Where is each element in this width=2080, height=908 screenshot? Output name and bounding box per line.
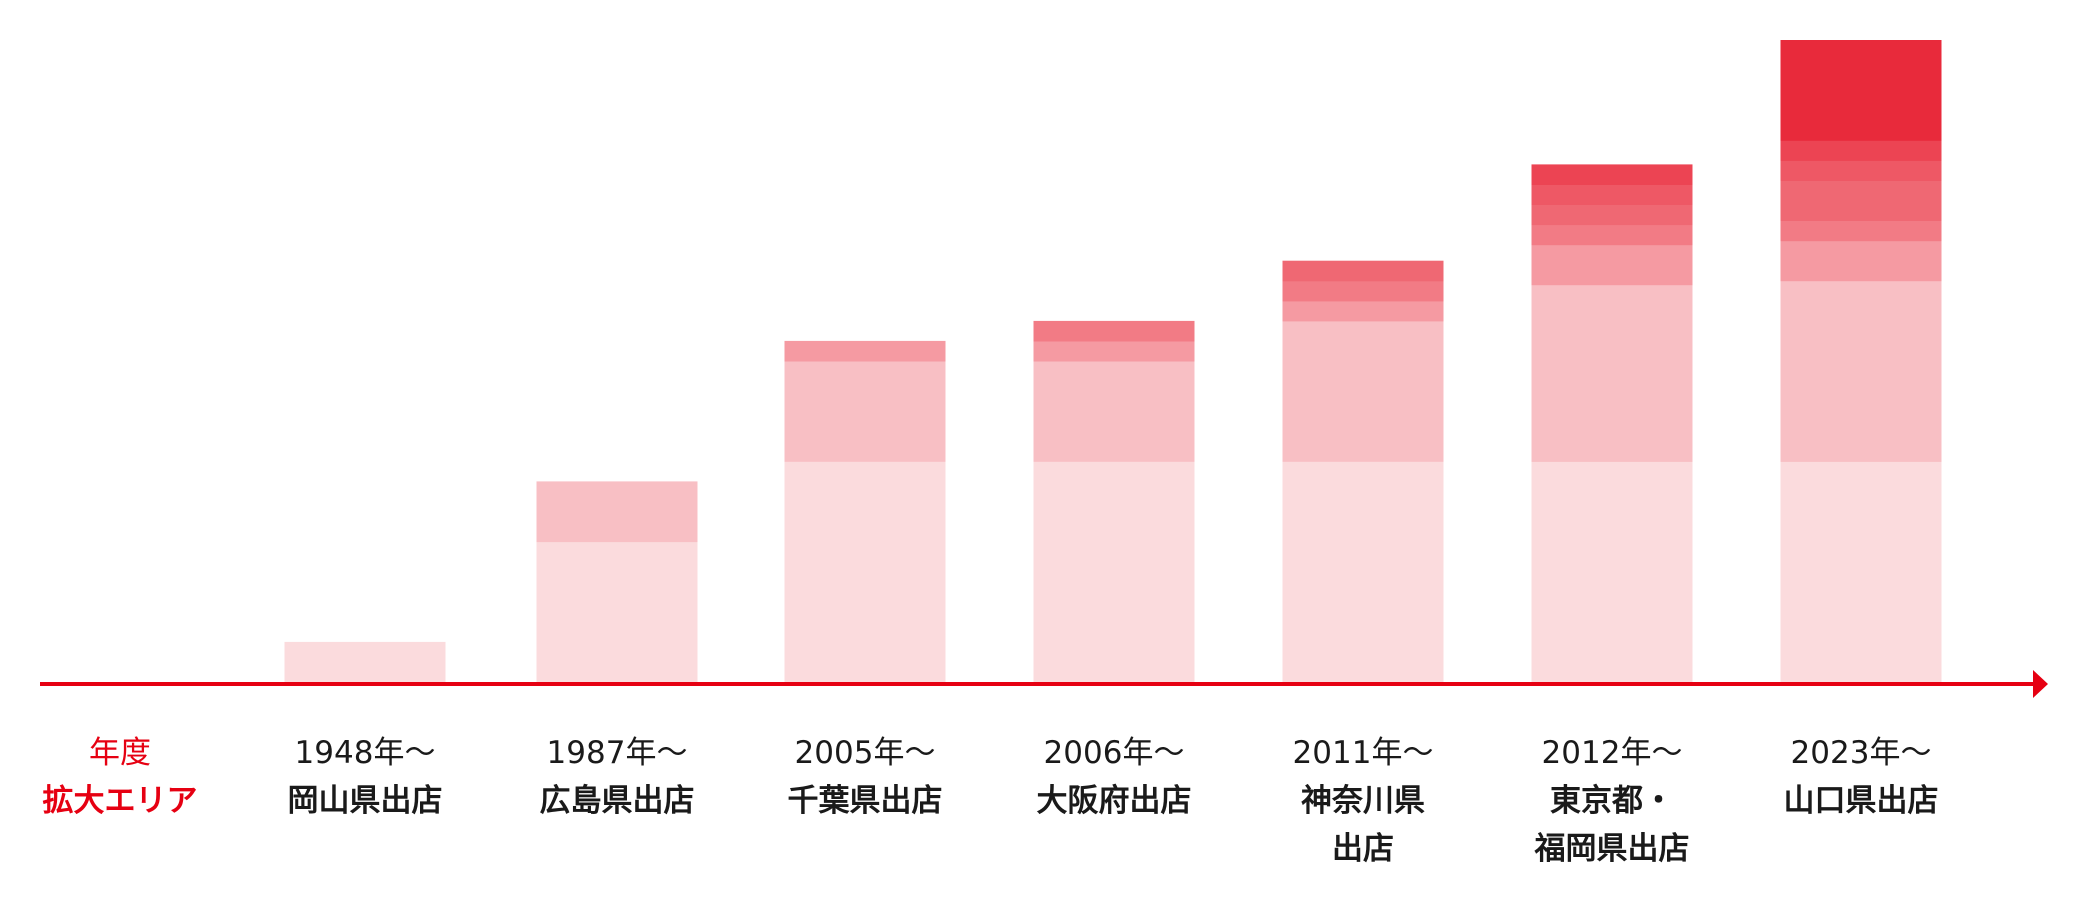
bar-segment <box>1531 224 1693 246</box>
bar-segment <box>1780 280 1942 462</box>
bar-segment <box>284 641 446 683</box>
bar-segment <box>1780 461 1942 683</box>
header-area-label: 拡大エリア <box>43 783 198 819</box>
bar-segment <box>784 361 946 462</box>
bar-segment <box>1780 220 1942 242</box>
bar-segment <box>1282 260 1444 282</box>
area-label: 出店 <box>1332 831 1394 867</box>
bar-segment <box>1033 320 1195 342</box>
bar-segment <box>1033 461 1195 683</box>
area-label: 大阪府出店 <box>1037 783 1192 819</box>
bar-segment <box>1033 340 1195 362</box>
bar-segment <box>1282 280 1444 302</box>
x-axis-arrow-icon <box>2033 670 2048 698</box>
bar-segment <box>1531 284 1693 462</box>
bar-segment <box>784 340 946 362</box>
bar-segment <box>1531 461 1693 683</box>
bar-segment <box>1780 160 1942 181</box>
bar-segment <box>1531 164 1693 185</box>
year-label: 1948年〜 <box>295 735 436 771</box>
bar-segment <box>1780 40 1942 141</box>
bar-segment <box>1780 240 1942 282</box>
year-label: 2006年〜 <box>1044 735 1185 771</box>
area-label: 東京都・ <box>1550 783 1674 819</box>
bar-segment <box>784 461 946 683</box>
bar-segment <box>1531 244 1693 286</box>
category-labels: 1948年〜岡山県出店 1987年〜広島県出店 2005年〜千葉県出店 2006年〜大… <box>288 735 1939 867</box>
bar-segment <box>1282 320 1444 462</box>
bar-segment <box>1282 461 1444 683</box>
area-label: 千葉県出店 <box>788 783 943 819</box>
bar-segment <box>1780 180 1942 221</box>
bars-group <box>284 40 1942 683</box>
year-label: 1987年〜 <box>547 735 688 771</box>
header-year-label: 年度 <box>89 735 151 771</box>
area-label: 神奈川県 <box>1301 783 1425 819</box>
year-label: 2023年〜 <box>1791 735 1932 771</box>
bar-segment <box>1033 361 1195 462</box>
year-label: 2012年〜 <box>1542 735 1683 771</box>
bar-segment <box>536 541 698 683</box>
bar-segment <box>1780 140 1942 161</box>
year-label: 2011年〜 <box>1293 735 1434 771</box>
bar-segment <box>536 481 698 543</box>
bar-segment <box>1531 204 1693 226</box>
bar-segment <box>1282 300 1444 322</box>
area-label: 福岡県出店 <box>1534 831 1690 867</box>
area-label: 山口県出店 <box>1784 783 1939 819</box>
bar-segment <box>1531 184 1693 205</box>
year-label: 2005年〜 <box>795 735 936 771</box>
area-label: 岡山県出店 <box>288 783 443 819</box>
area-label: 広島県出店 <box>540 783 695 819</box>
